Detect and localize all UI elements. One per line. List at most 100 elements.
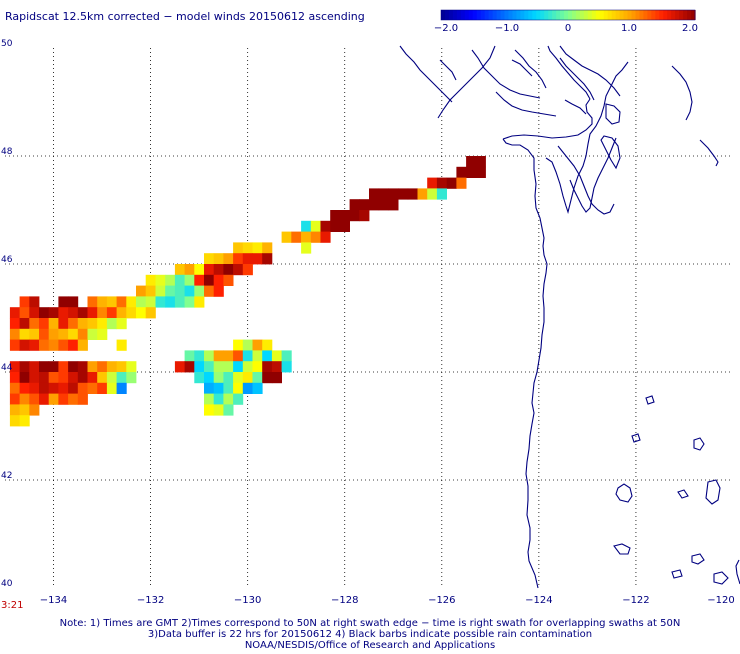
data-cell bbox=[9, 404, 20, 416]
data-cell bbox=[194, 264, 205, 276]
data-cell bbox=[58, 307, 69, 319]
data-cell bbox=[262, 350, 273, 362]
data-cell bbox=[68, 307, 79, 319]
colorbar-swatch bbox=[516, 10, 521, 20]
data-cell bbox=[126, 307, 137, 319]
data-cell bbox=[87, 328, 98, 340]
data-cell bbox=[97, 372, 108, 384]
x-tick-labels: −134 −132 −130 −128 −126 −124 −122 −120 bbox=[40, 595, 735, 606]
colorbar-swatch bbox=[488, 10, 494, 20]
data-cell bbox=[301, 220, 312, 232]
data-cell bbox=[58, 339, 69, 351]
colorbar-swatch bbox=[643, 10, 648, 20]
data-cell bbox=[29, 328, 40, 340]
data-cell bbox=[194, 361, 205, 373]
data-cell bbox=[106, 361, 117, 373]
data-cell bbox=[213, 253, 224, 265]
y-tick-label: 50 bbox=[1, 39, 13, 49]
data-cell bbox=[320, 231, 331, 243]
data-cell bbox=[233, 382, 244, 394]
data-cell bbox=[204, 264, 215, 276]
coastline-segment bbox=[502, 138, 548, 589]
data-cell bbox=[204, 393, 215, 405]
data-cell bbox=[19, 318, 30, 330]
colorbar-swatch bbox=[441, 10, 446, 20]
data-cell bbox=[194, 372, 205, 384]
colorbar: −2.0 −1.0 0 1.0 2.0 bbox=[434, 9, 698, 34]
coastline-segment bbox=[514, 49, 547, 89]
data-cell bbox=[58, 361, 69, 373]
data-cell bbox=[427, 177, 438, 189]
data-cell bbox=[233, 264, 244, 276]
data-cell bbox=[233, 350, 244, 362]
colorbar-swatch bbox=[468, 10, 474, 20]
colorbar-swatch bbox=[571, 10, 577, 20]
data-cell bbox=[301, 242, 312, 254]
data-cell bbox=[9, 415, 20, 427]
coastline-segment bbox=[569, 137, 617, 213]
coastline-segment bbox=[613, 543, 631, 555]
data-cell bbox=[281, 350, 292, 362]
data-cell bbox=[281, 361, 292, 373]
data-cell bbox=[359, 210, 370, 222]
data-cell bbox=[339, 210, 350, 222]
data-cell bbox=[39, 318, 50, 330]
coastline-segment bbox=[693, 437, 705, 451]
data-cell bbox=[475, 156, 486, 168]
data-cell bbox=[398, 188, 409, 200]
colorbar-swatch bbox=[583, 10, 589, 20]
data-cell bbox=[204, 285, 215, 297]
colorbar-swatch bbox=[472, 10, 478, 20]
colorbar-swatch bbox=[659, 10, 664, 20]
colorbar-swatch bbox=[611, 10, 617, 20]
data-cell bbox=[77, 372, 88, 384]
data-cell bbox=[184, 361, 195, 373]
colorbar-swatch bbox=[683, 10, 688, 20]
data-cell bbox=[116, 318, 127, 330]
data-cell bbox=[58, 393, 69, 405]
colorbar-swatch bbox=[599, 10, 605, 20]
x-tick-label: −130 bbox=[234, 595, 261, 606]
colorbar-swatch bbox=[587, 10, 593, 20]
data-cell bbox=[242, 253, 253, 265]
data-cell bbox=[77, 339, 88, 351]
data-cell bbox=[339, 220, 350, 232]
data-cell bbox=[155, 274, 166, 286]
data-cell bbox=[252, 253, 263, 265]
data-cell bbox=[136, 307, 147, 319]
colorbar-swatch bbox=[647, 10, 652, 20]
data-cell bbox=[145, 285, 156, 297]
data-cell bbox=[39, 339, 50, 351]
colorbar-swatch bbox=[556, 10, 561, 20]
data-cell bbox=[29, 372, 40, 384]
data-cell bbox=[242, 242, 253, 254]
data-cell bbox=[77, 307, 88, 319]
coastline-segment bbox=[399, 45, 453, 103]
coastline-segment bbox=[600, 135, 621, 170]
data-cell bbox=[68, 318, 79, 330]
data-cell bbox=[194, 296, 205, 308]
colorbar-swatch bbox=[520, 10, 525, 20]
colorbar-swatch bbox=[595, 10, 601, 20]
data-cell bbox=[48, 361, 59, 373]
data-cell bbox=[87, 372, 98, 384]
coastline bbox=[399, 45, 740, 589]
data-cell bbox=[116, 372, 127, 384]
data-cell bbox=[252, 361, 263, 373]
data-cell bbox=[204, 350, 215, 362]
data-cell bbox=[106, 318, 117, 330]
colorbar-swatch bbox=[675, 10, 680, 20]
data-cell bbox=[97, 382, 108, 394]
data-cell bbox=[174, 296, 185, 308]
data-cell bbox=[174, 285, 185, 297]
data-cell bbox=[19, 339, 30, 351]
data-cell bbox=[29, 393, 40, 405]
y-tick-label: 48 bbox=[1, 147, 13, 157]
colorbar-swatch bbox=[623, 10, 629, 20]
colorbar-swatch bbox=[687, 10, 692, 20]
data-cell bbox=[466, 156, 477, 168]
data-cell bbox=[106, 296, 117, 308]
data-cell bbox=[184, 264, 195, 276]
data-cell bbox=[77, 328, 88, 340]
